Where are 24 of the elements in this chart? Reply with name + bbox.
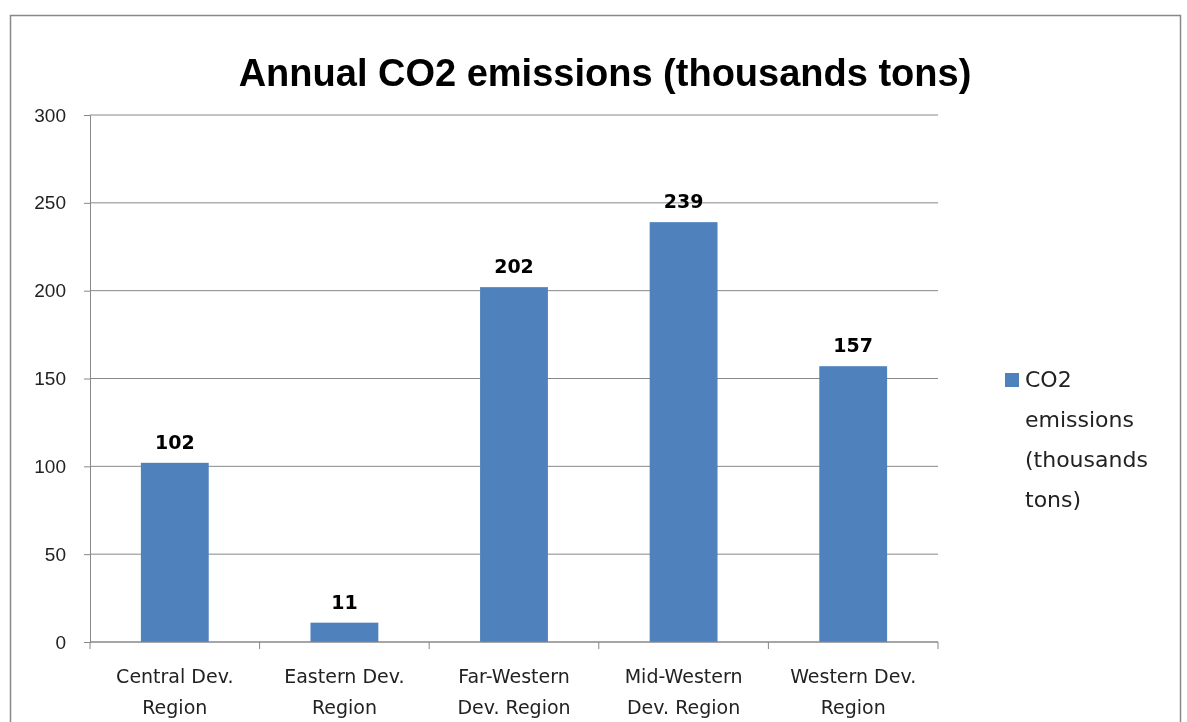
bar	[480, 287, 548, 642]
y-tick-label: 50	[44, 543, 66, 565]
y-tick-label: 150	[34, 368, 66, 390]
data-label: 157	[833, 334, 874, 357]
legend-label: CO2 emissions (thousands tons)	[1025, 367, 1148, 512]
y-tick-label: 0	[55, 631, 66, 653]
data-label: 102	[154, 430, 195, 453]
bar	[310, 622, 379, 642]
x-tick-label: Central Dev. Region	[116, 665, 234, 718]
data-label: 202	[494, 255, 534, 278]
chart-title: Annual CO2 emissions (thousands tons)	[238, 52, 972, 94]
data-label: 11	[331, 590, 358, 613]
y-tick-label: 200	[34, 280, 66, 302]
x-tick-label: Far-Western Dev. Region	[457, 665, 571, 718]
x-tick-label: Eastern Dev. Region	[284, 665, 405, 718]
bar	[140, 462, 209, 642]
y-tick-label: 300	[34, 104, 66, 126]
x-tick-label: Western Dev. Region	[790, 665, 917, 718]
y-tick-label: 250	[34, 192, 66, 214]
y-tick-label: 100	[34, 455, 66, 477]
x-tick-label: Mid-Western Dev. Region	[624, 665, 743, 718]
bar	[649, 222, 718, 642]
data-label: 239	[663, 190, 704, 213]
bar	[819, 366, 888, 642]
